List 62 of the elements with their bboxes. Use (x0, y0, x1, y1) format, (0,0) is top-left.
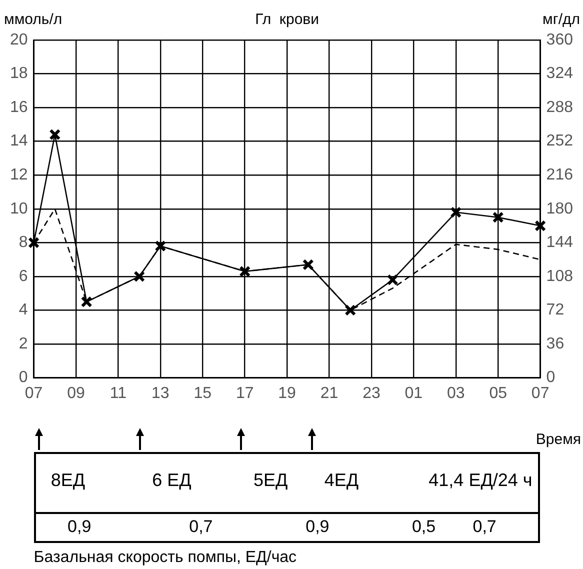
point (344, 304, 356, 316)
x-tick-label: 09 (67, 384, 86, 402)
y2-tick-label: 324 (546, 65, 574, 82)
text: 4ЕД (324, 470, 359, 491)
text: Базальная скорость помпы, ЕД/час (34, 549, 297, 567)
x-tick-label: 01 (404, 384, 423, 402)
point (28, 236, 40, 248)
text: 5ЕД (253, 470, 288, 491)
y2-tick-label: 72 (546, 302, 564, 319)
x-tick-label: 15 (194, 384, 212, 402)
point (80, 296, 92, 308)
chart-title: Гл крови (255, 11, 320, 28)
x-tick-label: 07 (24, 384, 43, 402)
x-tick-label: 03 (446, 384, 465, 402)
y-tick-label: 20 (10, 31, 28, 48)
text: 8ЕД (50, 470, 86, 491)
point (450, 206, 462, 218)
y-tick-label: 14 (10, 132, 28, 150)
text: 0,5 (410, 517, 437, 537)
x-tick-label: 13 (152, 384, 170, 402)
x-tick-label: 17 (236, 384, 254, 402)
y2-axis-title: мг/дл (542, 11, 580, 28)
point (302, 258, 314, 270)
y2-tick-label: 288 (546, 98, 574, 116)
y-tick-label: 16 (10, 98, 28, 116)
x-tick-label: 11 (110, 384, 127, 402)
x-tick-label: 07 (531, 384, 550, 402)
x-axis-title: Время (536, 431, 581, 448)
text: 6 ЕД (152, 470, 192, 491)
y2-tick-label: 360 (546, 31, 574, 48)
text: 41,4 ЕД/24 ч (428, 470, 532, 491)
point (134, 270, 146, 282)
x-tick-label: 21 (320, 384, 338, 402)
text: 0,9 (66, 517, 92, 537)
y-axis-title: ммоль/л (4, 11, 62, 28)
x-tick-label: 23 (362, 384, 380, 402)
y2-tick-label: 252 (546, 132, 574, 150)
y2-tick-label: 0 (546, 369, 556, 386)
y2-tick-label: 144 (546, 234, 574, 252)
x-tick-label: 05 (489, 384, 508, 402)
y-tick-label: 0 (18, 369, 28, 386)
point (492, 212, 504, 224)
point (386, 274, 398, 286)
y-tick-label: 18 (10, 65, 28, 82)
y-tick-label: 4 (18, 302, 28, 319)
y2-tick-label: 216 (546, 166, 574, 184)
text: 0,7 (188, 517, 214, 537)
text: 0,7 (472, 517, 498, 537)
y-tick-label: 10 (10, 200, 28, 218)
y2-tick-label: 108 (546, 268, 574, 285)
y-tick-label: 2 (18, 335, 28, 352)
x-tick-label: 19 (278, 384, 296, 402)
y2-tick-label: 36 (546, 335, 564, 352)
point (239, 266, 251, 278)
point (534, 220, 546, 232)
y-tick-label: 12 (10, 166, 28, 184)
point (49, 128, 61, 140)
y-tick-label: 8 (18, 234, 28, 252)
y-tick-label: 6 (18, 268, 28, 285)
y2-tick-label: 180 (546, 200, 574, 218)
point (154, 240, 166, 252)
text: 0,9 (304, 517, 330, 537)
